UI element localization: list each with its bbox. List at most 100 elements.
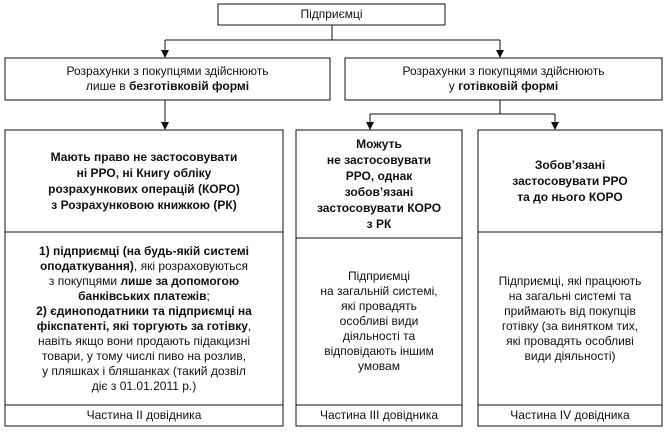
text-run: навіть якщо вони продають підакцизні bbox=[37, 333, 251, 348]
text-line: застосовувати РРО bbox=[512, 173, 627, 189]
text-run: не застосовувати bbox=[326, 153, 432, 167]
text-line: розрахункових операцій (КОРО) bbox=[48, 181, 240, 197]
text-run: Розрахунки з покупцями здійснюють bbox=[66, 64, 269, 78]
text-line: зобов’язані bbox=[345, 184, 414, 200]
text-run: діяльності та bbox=[342, 329, 416, 343]
text-line: готівку (за винятком тих, bbox=[502, 319, 638, 334]
text-line: Розрахунки з покупцями здійснюють bbox=[66, 64, 268, 79]
text-run: безготівковій формі bbox=[128, 79, 250, 93]
text-run: умовам bbox=[358, 359, 400, 373]
text-run: 2) єдиноподатники та підприємці на bbox=[36, 303, 252, 318]
text-run: , які розраховуються bbox=[133, 258, 249, 273]
text-line: відповідають іншим bbox=[324, 344, 434, 359]
text-line: з РК bbox=[367, 216, 392, 232]
column-body: 1) підприємці (на будь-якій системі опода… bbox=[5, 232, 283, 405]
text-run: застосовувати РРО bbox=[512, 174, 628, 188]
column-header: Можуть не застосовувати РРО, однак зобов’яз… bbox=[296, 130, 462, 238]
text-run: які провадять bbox=[341, 299, 417, 313]
branch-text: Розрахунки з покупцями здійснюють лише в … bbox=[5, 58, 330, 100]
text-line: Підприємці bbox=[348, 269, 410, 284]
column-body: Підприємці, які працюють на загальні сист… bbox=[478, 232, 662, 405]
text-run: у пляшках і бляшанках (такий дозвіл bbox=[42, 363, 246, 378]
text-line: товари, у тому числі пиво на розлив, bbox=[42, 349, 246, 364]
text-line: Розрахунки з покупцями здійснюють bbox=[402, 64, 604, 79]
text-run: розрахункових операцій (КОРО) bbox=[48, 182, 240, 196]
text-run: у bbox=[448, 79, 459, 93]
text-run: Зобов’язані bbox=[534, 158, 606, 172]
text-line: та до нього КОРО bbox=[517, 189, 622, 205]
text-line: РРО, однак bbox=[346, 168, 413, 184]
text-line: умовам bbox=[358, 359, 400, 374]
column-header: Зобов’язані застосовувати РРО та до нього … bbox=[478, 130, 662, 232]
column-footer: Частина IV довідника bbox=[510, 408, 630, 422]
text-run: які провадять особливі bbox=[506, 333, 634, 348]
text-line: які провадять bbox=[341, 299, 417, 314]
text-line: діє з 01.01.2011 р.) bbox=[92, 379, 196, 394]
text-run: РРО, однак bbox=[345, 169, 413, 183]
text-run: лише в bbox=[85, 79, 129, 93]
column-box bbox=[295, 129, 463, 427]
branch-text: Розрахунки з покупцями здійснюють у готів… bbox=[345, 58, 662, 100]
text-run: лише за допомогою bbox=[120, 273, 240, 288]
text-line: Мають право не застосовувати bbox=[51, 149, 238, 165]
column-footer: Частина II довідника bbox=[86, 408, 202, 422]
text-run: 1) підприємці (на будь-якій системі bbox=[39, 243, 249, 258]
divider bbox=[5, 231, 662, 406]
text-run: з покупцями bbox=[48, 273, 121, 288]
connector bbox=[370, 100, 555, 115]
text-run: банківських платежів bbox=[78, 288, 207, 303]
text-line: лише в безготівковій формі bbox=[86, 79, 249, 94]
text-run: види діяльності) bbox=[524, 348, 616, 363]
text-line: на загальній системі, bbox=[320, 284, 437, 299]
text-run: готівковій формі bbox=[458, 79, 559, 93]
text-run: відповідають іншим bbox=[324, 344, 434, 358]
text-line: з Розрахунковою книжкою (РК) bbox=[51, 197, 236, 213]
text-run: з РК bbox=[366, 217, 392, 231]
text-run: , bbox=[247, 318, 252, 333]
text-line: оподаткування), які розраховуються bbox=[40, 259, 248, 274]
text-line: 1) підприємці (на будь-якій системі bbox=[39, 244, 249, 259]
text-line: які провадять особливі bbox=[506, 334, 634, 349]
text-line: Можуть bbox=[356, 136, 402, 152]
text-line: ні РРО, ні Книгу обліку bbox=[77, 165, 212, 181]
text-line: види діяльності) bbox=[525, 349, 616, 364]
text-run: та до нього КОРО bbox=[517, 190, 623, 204]
text-line: приймають від покупців bbox=[504, 304, 636, 319]
text-line: з покупцями лише за допомогою bbox=[49, 274, 239, 289]
text-run: Підприємці bbox=[347, 269, 411, 283]
column-footer: Частина III довідника bbox=[319, 408, 439, 422]
text-run: з Розрахунковою книжкою (РК) bbox=[51, 198, 237, 212]
text-run: оподаткування) bbox=[39, 258, 134, 273]
text-run: застосовувати КОРО bbox=[316, 201, 442, 215]
text-run: ні РРО, ні Книгу обліку bbox=[76, 166, 212, 180]
text-run: зобов’язані bbox=[344, 185, 414, 199]
text-run: Можуть bbox=[356, 137, 402, 151]
column-header: Мають право не застосовувати ні РРО, ні К… bbox=[5, 130, 283, 232]
text-line: банківських платежів; bbox=[78, 289, 210, 304]
top-label: Підприємці bbox=[300, 7, 363, 21]
text-line: 2) єдиноподатники та підприємці на bbox=[36, 304, 252, 319]
text-line: навіть якщо вони продають підакцизні bbox=[38, 334, 250, 349]
text-run: на загальній системі, bbox=[320, 284, 438, 298]
connector bbox=[165, 25, 500, 41]
text-run: Підприємці, які працюють bbox=[498, 273, 642, 288]
text-run: приймають від покупців bbox=[504, 303, 636, 318]
text-line: на загальні системі та bbox=[509, 289, 632, 304]
text-run: особливі види bbox=[339, 314, 419, 328]
text-run: на загальні системі та bbox=[508, 288, 632, 303]
text-line: Зобов’язані bbox=[535, 157, 605, 173]
text-run: Розрахунки з покупцями здійснюють bbox=[402, 64, 605, 78]
column-body: Підприємці на загальній системі, які прова… bbox=[296, 238, 462, 405]
text-line: Підприємці, які працюють bbox=[499, 274, 642, 289]
column-box bbox=[477, 129, 663, 427]
text-line: у готівковій формі bbox=[449, 79, 558, 94]
text-line: діяльності та bbox=[343, 329, 415, 344]
column-box bbox=[4, 129, 284, 427]
text-run: Мають право не застосовувати bbox=[50, 150, 238, 164]
branch-box bbox=[4, 57, 331, 101]
text-run: готівку (за винятком тих, bbox=[501, 318, 639, 333]
text-line: особливі види bbox=[340, 314, 419, 329]
text-line: застосовувати КОРО bbox=[317, 200, 441, 216]
branch-box bbox=[344, 57, 663, 101]
